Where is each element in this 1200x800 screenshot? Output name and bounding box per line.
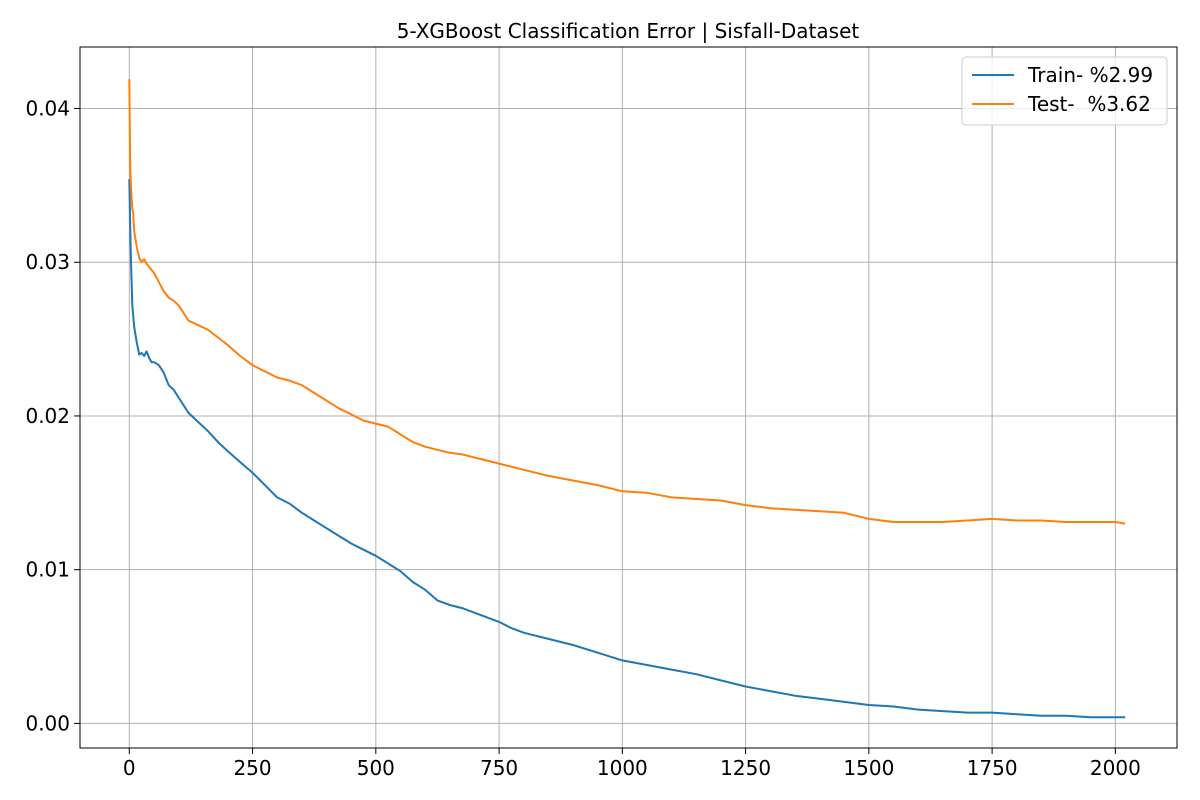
series-line-test: [128, 79, 1126, 525]
x-tick-label: 750: [480, 756, 518, 780]
legend-label: Train- %2.99: [1027, 63, 1153, 87]
axis-ticks: 0 250 500 750 1000 1250 1500 1750 2000 0.00 0.01 0.…: [25, 96, 1140, 780]
y-tick-label: 0.01: [25, 558, 70, 582]
x-tick-label: 2000: [1090, 756, 1141, 780]
legend-label: Test- %3.62: [1027, 92, 1151, 116]
y-tick-label: 0.03: [25, 250, 70, 274]
x-tick-label: 1750: [967, 756, 1018, 780]
legend: Train- %2.99 Test- %3.62: [961, 56, 1168, 126]
grid-lines: [80, 47, 1177, 748]
x-tick-label: 1500: [843, 756, 894, 780]
x-tick-label: 1250: [720, 756, 771, 780]
x-tick-label: 0: [123, 756, 136, 780]
y-tick-label: 0.02: [25, 404, 70, 428]
series-line-train: [128, 179, 1126, 719]
y-tick-label: 0.00: [25, 711, 70, 735]
y-tick-label: 0.04: [25, 96, 70, 120]
chart-title: 5-XGBoost Classification Error | Sisfall…: [397, 19, 860, 43]
x-tick-label: 500: [357, 756, 395, 780]
series-lines: [128, 79, 1126, 719]
x-tick-label: 250: [233, 756, 271, 780]
x-tick-label: 1000: [597, 756, 648, 780]
plot-frame: [79, 46, 1178, 749]
